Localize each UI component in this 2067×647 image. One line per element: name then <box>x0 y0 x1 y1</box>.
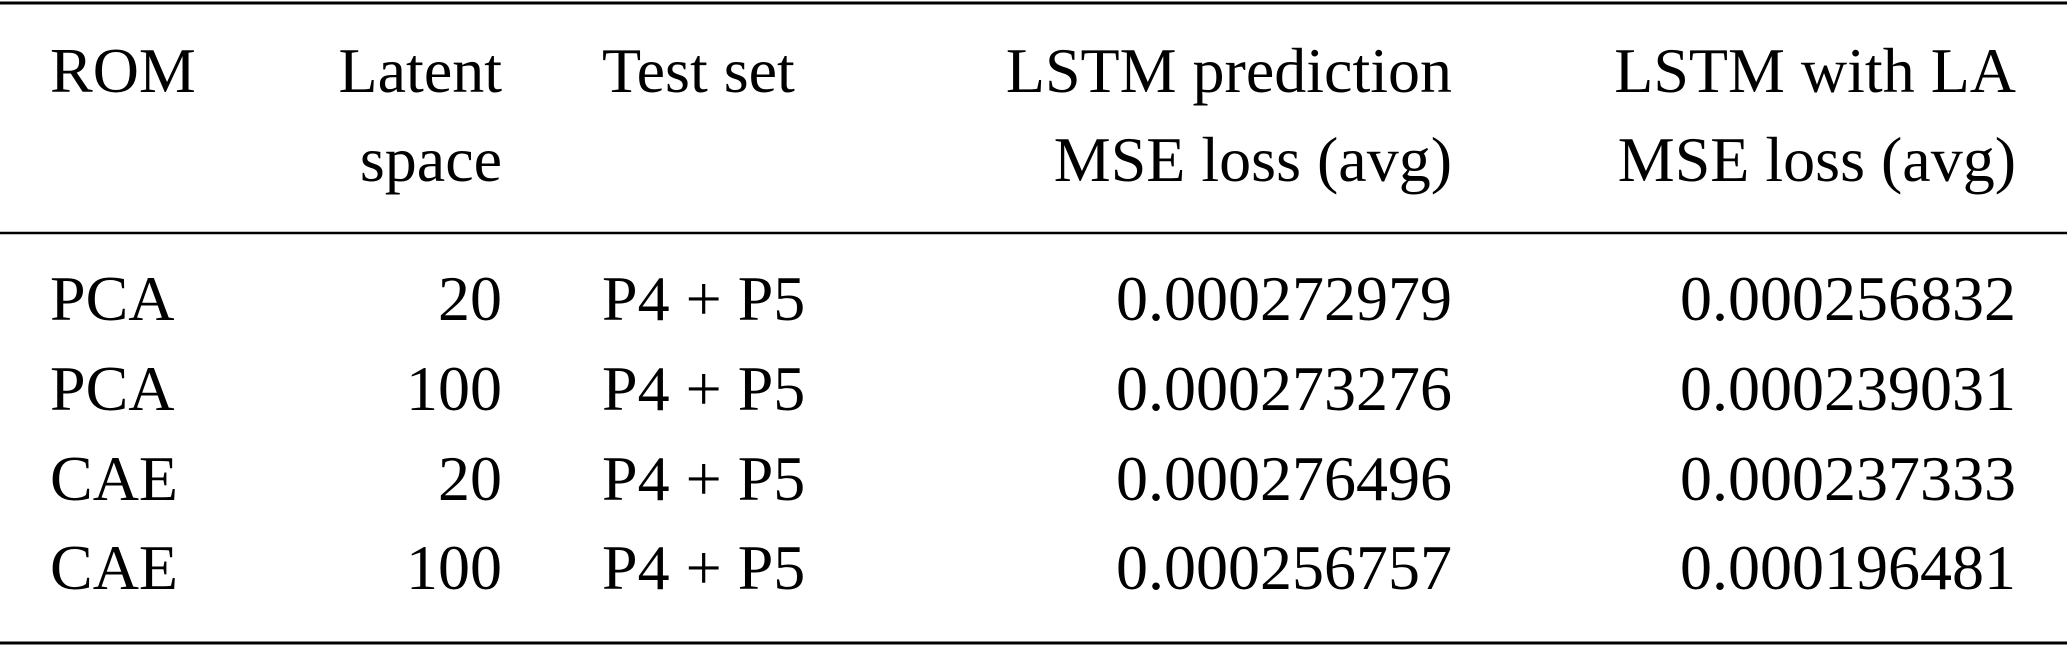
table-cell: PCA <box>50 353 175 424</box>
table-cell: 100 <box>406 353 502 424</box>
table-cell: 0.000273276 <box>1116 353 1452 424</box>
header-cell: LSTM with LA <box>1614 35 2016 106</box>
table-cell: 0.000256832 <box>1680 263 2016 334</box>
header-cell: Latent <box>339 35 503 106</box>
table-cell: P4 + P5 <box>602 353 805 424</box>
table-cell: 0.000272979 <box>1116 263 1452 334</box>
table-cell: 0.000276496 <box>1116 443 1452 514</box>
table-cell: 100 <box>406 532 502 603</box>
table-cell: 0.000196481 <box>1680 532 2016 603</box>
table-cell: 20 <box>438 443 502 514</box>
table-cell: 0.000256757 <box>1116 532 1452 603</box>
table-cell: PCA <box>50 263 175 334</box>
table-cell: P4 + P5 <box>602 263 805 334</box>
header-cell: Test set <box>602 35 795 106</box>
header-cell: LSTM prediction <box>1006 35 1452 106</box>
table-cell: CAE <box>50 532 178 603</box>
header-cell: ROM <box>50 35 196 106</box>
table-cell: 0.000237333 <box>1680 443 2016 514</box>
table-cell: CAE <box>50 443 178 514</box>
header-cell: MSE loss (avg) <box>1054 124 1452 195</box>
header-cell: MSE loss (avg) <box>1618 124 2016 195</box>
header-cell: space <box>360 124 502 195</box>
table-cell: P4 + P5 <box>602 532 805 603</box>
table-cell: 0.000239031 <box>1680 353 2016 424</box>
table-cell: P4 + P5 <box>602 443 805 514</box>
table-cell: 20 <box>438 263 502 334</box>
